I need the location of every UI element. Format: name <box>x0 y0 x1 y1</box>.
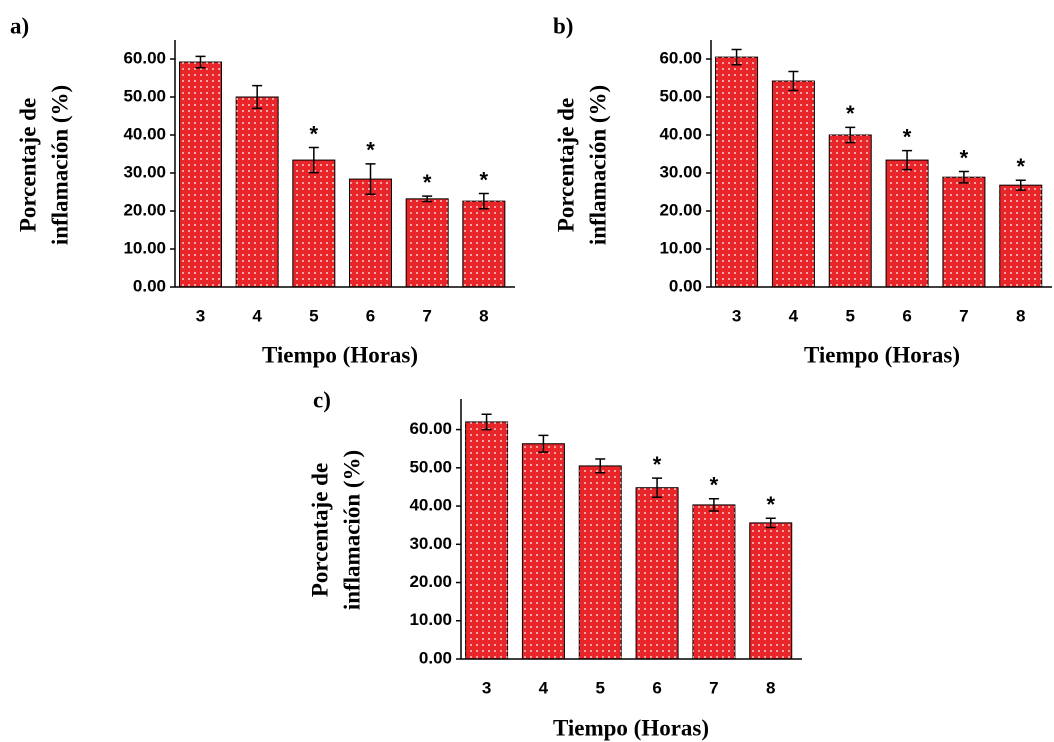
y-tick-label: 20.00 <box>409 572 452 591</box>
x-tick-label: 3 <box>196 306 205 325</box>
x-tick-label: 5 <box>596 678 605 697</box>
y-tick-label: 0.00 <box>419 648 452 667</box>
x-tick-label: 5 <box>846 306 855 325</box>
y-axis-title: inflamación (%) <box>585 85 610 245</box>
x-tick-label: 6 <box>652 678 661 697</box>
significance-mark: * <box>766 492 775 517</box>
bar-pattern <box>466 422 508 659</box>
y-tick-label: 40.00 <box>123 124 166 143</box>
significance-mark: * <box>480 167 489 192</box>
panel-label: c) <box>313 387 331 412</box>
x-tick-label: 8 <box>479 306 488 325</box>
y-tick-label: 10.00 <box>409 610 452 629</box>
bar-pattern <box>636 488 678 659</box>
figure: 0.0010.0020.0030.0040.0050.0060.00345*6*… <box>0 0 1054 742</box>
y-axis-title: Porcentaje de <box>553 98 578 232</box>
bar-pattern <box>579 466 621 659</box>
y-axis-title: inflamación (%) <box>47 85 72 245</box>
x-tick-label: 7 <box>422 306 431 325</box>
significance-mark: * <box>1016 154 1025 179</box>
bar-pattern <box>522 444 564 659</box>
bar-pattern <box>886 160 928 287</box>
y-axis-title: Porcentaje de <box>15 98 40 232</box>
x-tick-label: 8 <box>766 678 775 697</box>
significance-mark: * <box>310 121 319 146</box>
x-tick-label: 4 <box>789 306 799 325</box>
x-tick-label: 4 <box>539 678 549 697</box>
x-tick-label: 3 <box>482 678 491 697</box>
y-tick-label: 50.00 <box>123 86 166 105</box>
bar-pattern <box>943 177 985 287</box>
bar-pattern <box>463 201 505 287</box>
y-tick-label: 50.00 <box>659 86 702 105</box>
panel-label: b) <box>553 13 573 38</box>
significance-mark: * <box>903 124 912 149</box>
x-tick-label: 4 <box>252 306 262 325</box>
y-tick-label: 30.00 <box>409 534 452 553</box>
y-tick-label: 60.00 <box>659 48 702 67</box>
y-tick-label: 40.00 <box>659 124 702 143</box>
significance-mark: * <box>366 138 375 163</box>
significance-mark: * <box>846 101 855 126</box>
y-tick-label: 50.00 <box>409 457 452 476</box>
y-tick-label: 60.00 <box>123 48 166 67</box>
significance-mark: * <box>423 170 432 195</box>
bar-pattern <box>716 57 758 287</box>
bar-pattern <box>350 179 392 287</box>
y-tick-label: 60.00 <box>409 419 452 438</box>
bar-pattern <box>180 62 222 287</box>
y-axis-title: Porcentaje de <box>307 463 332 597</box>
x-tick-label: 8 <box>1016 306 1025 325</box>
bar-pattern <box>693 505 735 659</box>
bar-pattern <box>1000 185 1042 287</box>
y-tick-label: 10.00 <box>659 238 702 257</box>
x-tick-label: 3 <box>732 306 741 325</box>
bar-pattern <box>406 199 448 287</box>
y-tick-label: 20.00 <box>123 200 166 219</box>
y-tick-label: 40.00 <box>409 496 452 515</box>
y-tick-label: 30.00 <box>659 162 702 181</box>
significance-mark: * <box>653 452 662 477</box>
y-tick-label: 10.00 <box>123 238 166 257</box>
bar-pattern <box>750 523 792 659</box>
y-axis-title: inflamación (%) <box>339 450 364 610</box>
bar-pattern <box>293 160 335 287</box>
significance-mark: * <box>960 145 969 170</box>
bar-pattern <box>236 97 278 287</box>
x-tick-label: 6 <box>366 306 375 325</box>
bar-pattern <box>829 135 871 287</box>
x-axis-title: Tiempo (Horas) <box>553 715 709 740</box>
x-axis-title: Tiempo (Horas) <box>262 342 418 367</box>
x-tick-label: 5 <box>309 306 318 325</box>
y-tick-label: 0.00 <box>669 276 702 295</box>
bar-pattern <box>772 81 814 287</box>
y-tick-label: 20.00 <box>659 200 702 219</box>
y-tick-label: 0.00 <box>133 276 166 295</box>
panel-label: a) <box>10 13 29 38</box>
significance-mark: * <box>710 473 719 498</box>
y-tick-label: 30.00 <box>123 162 166 181</box>
x-axis-title: Tiempo (Horas) <box>804 342 960 367</box>
x-tick-label: 7 <box>709 678 718 697</box>
x-tick-label: 6 <box>902 306 911 325</box>
x-tick-label: 7 <box>959 306 968 325</box>
